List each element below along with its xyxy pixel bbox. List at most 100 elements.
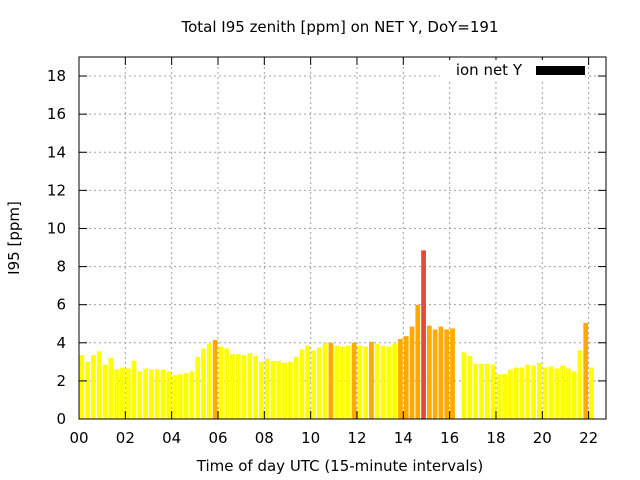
bar	[241, 355, 247, 419]
bar	[513, 367, 519, 419]
bar	[467, 356, 473, 419]
bar	[328, 342, 334, 419]
bar	[96, 351, 102, 419]
x-tick-label: 22	[579, 429, 598, 447]
bar	[340, 346, 345, 419]
bar	[357, 345, 363, 419]
bar	[554, 368, 560, 419]
bar	[131, 360, 137, 419]
bar	[264, 358, 270, 419]
bar	[542, 367, 548, 419]
bar	[224, 348, 230, 419]
x-tick-label: 10	[301, 429, 320, 447]
bar	[537, 362, 542, 419]
bar	[392, 343, 397, 419]
x-tick-label: 20	[533, 429, 552, 447]
bar	[120, 367, 125, 419]
bar	[177, 374, 183, 419]
bar	[380, 345, 386, 419]
bar	[426, 325, 432, 419]
bar	[299, 349, 305, 419]
x-tick-label: 00	[69, 429, 88, 447]
bar	[444, 329, 450, 419]
bar	[502, 374, 508, 419]
bar	[282, 362, 287, 419]
x-tick-label: 14	[394, 429, 413, 447]
bar	[484, 363, 490, 419]
bar	[438, 326, 444, 419]
bar	[345, 345, 351, 419]
bar	[525, 364, 531, 419]
bar	[363, 346, 369, 419]
y-tick-label: 2	[56, 372, 66, 390]
x-tick-labels: 00 02 04 06 08 10 12 14 16 18 20 22	[69, 429, 598, 447]
bar	[270, 360, 276, 419]
legend: ion net Y	[440, 60, 585, 80]
x-tick-label: 16	[440, 429, 459, 447]
bar	[154, 369, 160, 419]
bar	[305, 345, 311, 419]
bar	[311, 350, 316, 419]
bar	[149, 369, 154, 419]
bar	[160, 369, 166, 419]
legend-label: ion net Y	[456, 61, 523, 79]
bar	[114, 369, 120, 419]
y-tick-label: 12	[47, 181, 66, 199]
bar	[91, 355, 96, 419]
bar	[276, 360, 282, 419]
bar	[247, 353, 253, 419]
bar	[369, 341, 374, 419]
bar	[125, 368, 131, 419]
bar	[450, 328, 455, 419]
bar	[316, 347, 322, 419]
bar	[293, 357, 299, 419]
y-tick-label: 10	[47, 219, 66, 237]
plot-frame	[78, 56, 607, 420]
y-tick-label: 16	[47, 105, 66, 123]
bar	[421, 250, 426, 419]
x-tick-label: 02	[116, 429, 135, 447]
y-tick-label: 8	[56, 258, 66, 276]
bar	[288, 361, 293, 419]
y-tick-label: 14	[47, 143, 66, 161]
bar	[253, 356, 259, 419]
bar	[461, 352, 467, 419]
bar	[432, 329, 438, 419]
bar	[79, 355, 85, 419]
bar	[259, 361, 264, 419]
bar	[351, 342, 357, 419]
y-tick-labels: 0 2 4 6 8 10 12 14 16 18	[47, 67, 66, 428]
y-tick-label: 6	[56, 296, 66, 314]
bar	[201, 348, 206, 419]
legend-swatch	[536, 66, 585, 75]
bar	[183, 373, 189, 419]
bar	[583, 322, 589, 419]
bar	[143, 368, 148, 419]
bar	[403, 336, 409, 419]
bar	[589, 367, 594, 419]
bar	[189, 371, 195, 419]
x-tick-label: 18	[486, 429, 505, 447]
bar	[519, 367, 525, 419]
bars	[79, 250, 594, 419]
bar	[386, 346, 392, 419]
bar	[398, 338, 403, 419]
bar	[172, 375, 177, 419]
bar	[235, 354, 241, 419]
chart-title: Total I95 zenith [ppm] on NET Y, DoY=191	[180, 18, 498, 36]
bar	[212, 339, 218, 419]
bar	[479, 363, 484, 419]
bar	[571, 371, 577, 419]
y-tick-label: 18	[47, 67, 66, 85]
x-tick-label: 04	[162, 429, 181, 447]
x-tick-label: 12	[347, 429, 366, 447]
bar	[577, 350, 583, 419]
bar	[322, 342, 328, 419]
bar	[137, 371, 143, 419]
bar	[85, 361, 91, 419]
bar	[218, 346, 224, 419]
bar	[508, 369, 513, 419]
y-axis-label: I95 [ppm]	[5, 201, 23, 275]
bar	[166, 371, 172, 419]
